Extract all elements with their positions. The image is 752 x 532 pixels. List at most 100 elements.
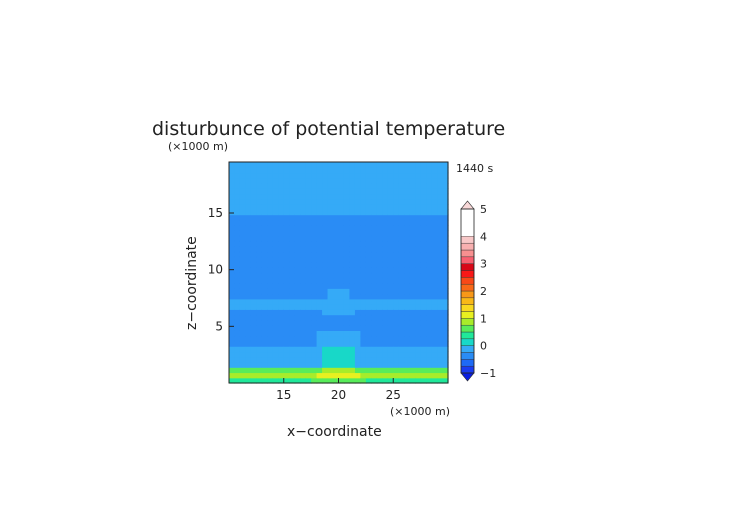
contour-cell <box>278 235 285 242</box>
contour-cell <box>404 246 411 253</box>
contour-cell <box>234 209 241 216</box>
contour-cell <box>393 209 400 216</box>
contour-cell <box>437 172 444 179</box>
contour-cell <box>333 167 340 174</box>
contour-cell <box>420 214 427 221</box>
contour-cell <box>437 325 444 331</box>
contour-cell <box>267 193 274 200</box>
contour-cell <box>333 256 340 263</box>
contour-cell <box>404 219 411 226</box>
contour-cell <box>322 325 329 331</box>
contour-cell <box>360 283 367 289</box>
contour-cell <box>289 298 296 305</box>
contour-cell <box>420 198 427 205</box>
contour-cell <box>283 340 290 347</box>
contour-cell <box>305 172 312 179</box>
contour-cell <box>382 356 389 363</box>
contour-cell <box>327 309 334 316</box>
contour-cell <box>404 288 411 295</box>
contour-cell <box>409 309 416 316</box>
contour-cell <box>261 204 268 210</box>
contour-cell <box>338 188 345 195</box>
contour-cell <box>376 309 383 316</box>
contour-cell <box>283 267 290 274</box>
contour-cell <box>245 325 252 331</box>
contour-cell <box>250 288 257 295</box>
contour-cell <box>420 298 427 305</box>
contour-cell <box>316 319 323 326</box>
contour-cell <box>300 340 307 347</box>
contour-cell <box>354 225 361 231</box>
contour-cell <box>354 335 361 342</box>
contour-cell <box>261 319 268 326</box>
contour-cell <box>415 304 422 310</box>
contour-cell <box>250 256 257 263</box>
contour-cell <box>333 351 340 358</box>
contour-cell <box>349 209 356 216</box>
contour-cell <box>398 361 405 368</box>
contour-cell <box>382 367 389 374</box>
contour-cell <box>229 209 236 216</box>
contour-cell <box>426 261 433 268</box>
contour-cell <box>322 214 329 221</box>
contour-cell <box>398 325 405 331</box>
contour-cell <box>371 288 378 295</box>
contour-cell <box>229 225 236 231</box>
contour-cell <box>349 204 356 210</box>
contour-cell <box>229 214 236 221</box>
contour-cell <box>415 319 422 326</box>
contour-cell <box>267 183 274 189</box>
contour-cell <box>267 298 274 305</box>
colorbar-segment <box>460 304 475 312</box>
contour-cell <box>404 298 411 305</box>
contour-cell <box>272 283 279 289</box>
contour-cell <box>316 214 323 221</box>
contour-cell <box>250 267 257 274</box>
contour-cell <box>283 304 290 310</box>
contour-cell <box>267 162 274 168</box>
contour-cell <box>272 267 279 274</box>
contour-cell <box>294 256 301 263</box>
contour-cell <box>426 267 433 274</box>
contour-cell <box>234 261 241 268</box>
contour-cell <box>294 309 301 316</box>
contour-cell <box>327 198 334 205</box>
contour-cell <box>322 167 329 174</box>
contour-cell <box>409 377 416 384</box>
contour-cell <box>360 335 367 342</box>
contour-cell <box>289 283 296 289</box>
contour-cell <box>289 340 296 347</box>
contour-cell <box>349 235 356 242</box>
contour-cell <box>420 356 427 363</box>
contour-cell <box>393 230 400 237</box>
contour-cell <box>234 183 241 189</box>
contour-cell <box>305 183 312 189</box>
contour-cell <box>333 204 340 210</box>
contour-cell <box>278 246 285 253</box>
contour-cell <box>349 219 356 226</box>
contour-cell <box>371 351 378 358</box>
contour-cell <box>322 283 329 289</box>
contour-cell <box>360 240 367 247</box>
contour-cell <box>415 277 422 284</box>
contour-cell <box>415 209 422 216</box>
contour-cell <box>289 188 296 195</box>
contour-cell <box>442 335 449 342</box>
contour-cell <box>437 340 444 347</box>
contour-cell <box>267 304 274 310</box>
colorbar-tick-label: −1 <box>480 367 496 380</box>
contour-cell <box>398 367 405 374</box>
contour-cell <box>316 356 323 363</box>
contour-cell <box>256 209 263 216</box>
contour-cell <box>283 346 290 353</box>
contour-cell <box>360 167 367 174</box>
contour-cell <box>333 177 340 184</box>
contour-cell <box>404 172 411 179</box>
contour-cell <box>305 361 312 368</box>
contour-cell <box>409 351 416 358</box>
contour-cell <box>322 235 329 242</box>
contour-cell <box>305 319 312 326</box>
contour-cell <box>234 277 241 284</box>
contour-cell <box>234 346 241 353</box>
contour-cell <box>261 288 268 295</box>
